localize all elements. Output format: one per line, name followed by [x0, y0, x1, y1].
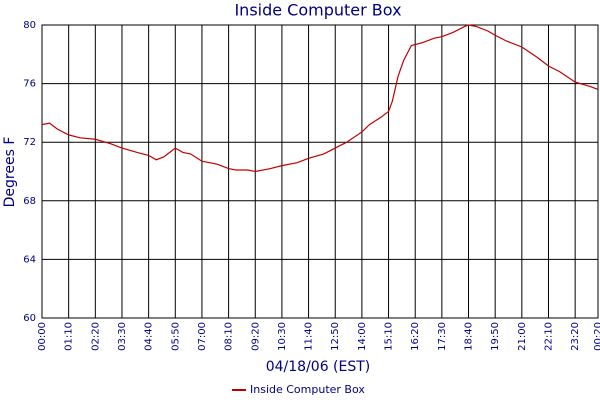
x-tick-label: 16:20 — [410, 322, 421, 351]
x-tick-label: 21:00 — [517, 322, 528, 351]
x-tick-label: 12:50 — [330, 322, 341, 351]
x-tick-label: 10:30 — [277, 322, 288, 351]
y-tick-label: 60 — [23, 313, 36, 324]
y-tick-label: 64 — [23, 254, 36, 265]
x-tick-label: 19:50 — [490, 322, 501, 351]
x-axis-label: 04/18/06 (EST) — [266, 359, 371, 375]
x-tick-label: 03:30 — [117, 322, 128, 351]
x-tick-label: 00:00 — [37, 322, 48, 351]
x-tick-label: 09:20 — [250, 322, 261, 351]
x-tick-label: 17:30 — [437, 322, 448, 351]
x-tick-label: 02:20 — [90, 322, 101, 351]
data-line — [41, 24, 599, 173]
y-tick-label: 68 — [23, 196, 36, 207]
x-tick-label: 15:10 — [384, 322, 395, 351]
x-tick-label: 14:00 — [357, 322, 368, 351]
x-tick-label: 04:40 — [144, 322, 155, 351]
x-tick-label: 23:20 — [570, 322, 581, 351]
x-tick-label: 05:50 — [170, 322, 181, 351]
chart-title: Inside Computer Box — [234, 1, 401, 20]
y-tick-label: 80 — [23, 20, 36, 31]
x-tick-label: 08:10 — [224, 322, 235, 351]
x-tick-label: 00:20 — [593, 322, 600, 351]
x-tick-label: 22:10 — [543, 322, 554, 351]
legend-label: Inside Computer Box — [250, 383, 365, 396]
x-tick-label: 11:40 — [304, 322, 315, 351]
y-tick-label: 76 — [23, 79, 36, 90]
x-tick-label: 07:00 — [197, 322, 208, 351]
x-tick-label: 18:40 — [464, 322, 475, 351]
y-tick-label: 72 — [23, 137, 36, 148]
plot-area — [41, 24, 599, 319]
y-axis-label: Degrees F — [2, 137, 18, 208]
x-tick-label: 01:10 — [64, 322, 75, 351]
